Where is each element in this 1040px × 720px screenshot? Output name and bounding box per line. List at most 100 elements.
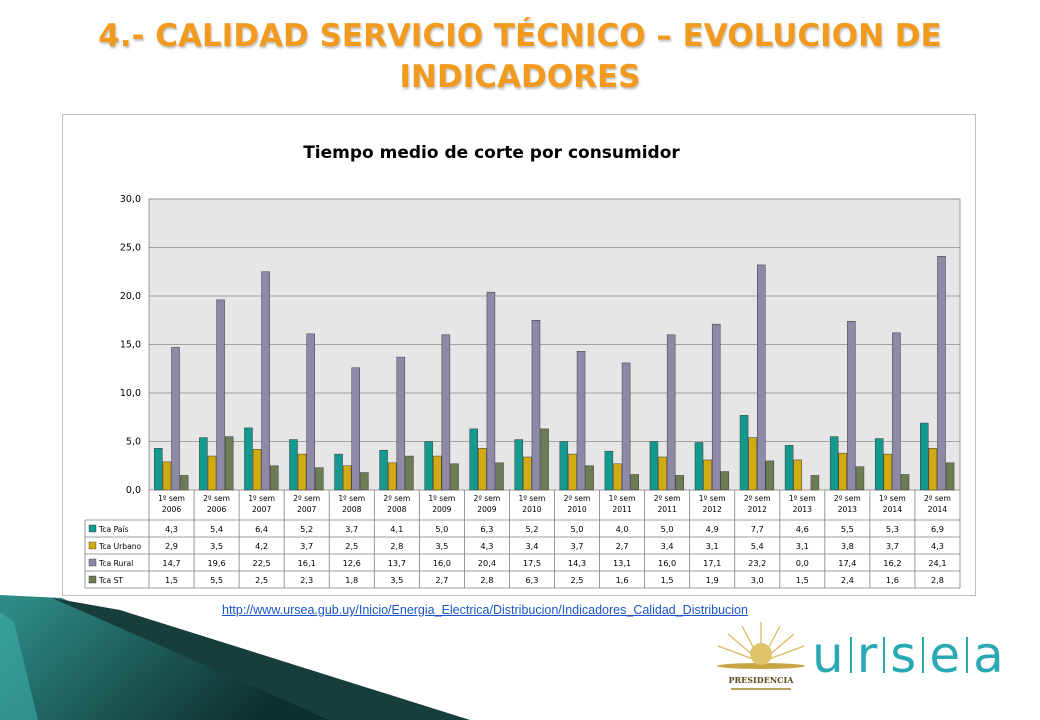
x-tick-label: 2014 — [883, 505, 902, 514]
table-cell: 0,0 — [796, 558, 809, 568]
table-cell: 1,5 — [796, 575, 809, 585]
bar — [784, 445, 794, 491]
chart-frame: Tiempo medio de corte por consumidor 0,0 5… — [62, 114, 976, 596]
table-cell: 4,9 — [706, 524, 719, 534]
table-cell: 5,0 — [571, 524, 584, 534]
table-cell: 2,5 — [255, 575, 268, 585]
table-cell: 23,2 — [748, 558, 766, 568]
table-cell: 5,4 — [751, 541, 764, 551]
table-cell: 3,8 — [841, 541, 854, 551]
table-cell: 12,6 — [343, 558, 361, 568]
table-cell: 13,1 — [613, 558, 631, 568]
legend-label: Tca Rural — [98, 559, 133, 568]
bar — [351, 367, 360, 491]
table-cell: 16,2 — [883, 558, 901, 568]
bar-chart: Tiempo medio de corte por consumidor 0,0 5… — [84, 143, 961, 589]
x-tick-label: 2013 — [838, 505, 857, 514]
bar — [649, 441, 659, 491]
y-tick-label: 10,0 — [120, 388, 141, 399]
bar — [261, 271, 270, 491]
table-cell: 24,1 — [928, 558, 946, 568]
bar — [694, 442, 704, 491]
bar — [469, 428, 478, 491]
bar — [604, 450, 614, 491]
bar — [171, 347, 180, 491]
bar — [523, 456, 532, 491]
table-cell: 3,7 — [571, 541, 584, 551]
x-tick-label: 1º sem — [699, 494, 726, 503]
x-tick-label: 1º sem — [338, 494, 365, 503]
logo-separator — [883, 637, 886, 673]
x-tick-label: 2008 — [387, 505, 406, 514]
table-cell: 2,8 — [390, 541, 403, 551]
bar — [334, 453, 343, 491]
bar — [486, 291, 496, 491]
bar — [342, 465, 352, 491]
table-cell: 2,7 — [435, 575, 448, 585]
table-cell: 1,6 — [616, 575, 629, 585]
y-tick-label: 0,0 — [126, 485, 141, 496]
x-tick-label: 2007 — [297, 505, 316, 514]
bar — [396, 356, 406, 491]
bar — [531, 320, 541, 491]
x-tick-label: 2009 — [477, 505, 496, 514]
bar — [514, 439, 524, 491]
table-cell: 17,1 — [703, 558, 721, 568]
table-cell: 4,3 — [165, 524, 178, 534]
bar — [945, 462, 955, 491]
table-cell: 2,5 — [345, 541, 358, 551]
table-cell: 2,3 — [300, 575, 313, 585]
table-cell: 5,5 — [210, 575, 223, 585]
table-cell: 2,4 — [841, 575, 854, 585]
bar — [757, 264, 766, 491]
logo-letter: a — [973, 626, 1005, 684]
x-tick-label: 2010 — [522, 505, 541, 514]
table-cell: 2,9 — [165, 541, 178, 551]
bar — [478, 448, 487, 491]
table-cell: 4,2 — [255, 541, 268, 551]
bar — [297, 453, 307, 491]
x-tick-label: 2013 — [793, 505, 812, 514]
bar — [793, 459, 802, 491]
x-tick-label: 2º sem — [473, 494, 500, 503]
table-cell: 4,1 — [390, 524, 403, 534]
y-tick-label: 25,0 — [120, 243, 141, 254]
table-cell: 3,4 — [525, 541, 538, 551]
bar — [829, 436, 839, 491]
table-cell: 1,6 — [886, 575, 899, 585]
table-cell: 6,9 — [931, 524, 944, 534]
legend-swatch — [88, 558, 97, 567]
bar — [711, 323, 721, 491]
bar — [883, 453, 893, 491]
x-tick-label: 2007 — [252, 505, 271, 514]
bar — [199, 437, 208, 491]
bar — [405, 455, 414, 491]
x-tick-label: 1º sem — [158, 494, 185, 503]
bar — [892, 332, 901, 491]
bar — [720, 471, 730, 491]
bar — [360, 472, 369, 491]
source-link[interactable]: http://www.ursea.gub.uy/Inicio/Energia_E… — [222, 603, 748, 617]
table-cell: 2,8 — [931, 575, 944, 585]
table-cell: 3,0 — [751, 575, 764, 585]
table-cell: 2,7 — [616, 541, 629, 551]
legend-swatch — [88, 524, 97, 533]
x-tick-label: 2006 — [207, 505, 226, 514]
table-cell: 1,5 — [661, 575, 674, 585]
bar — [216, 299, 225, 491]
table-cell: 3,1 — [796, 541, 809, 551]
bar — [666, 334, 676, 491]
logo-separator — [966, 637, 969, 673]
bar — [585, 465, 594, 491]
table-cell: 5,5 — [841, 524, 854, 534]
table-cell: 17,5 — [523, 558, 541, 568]
table-cell: 6,4 — [255, 524, 268, 534]
bar — [900, 474, 910, 491]
table-cell: 19,6 — [207, 558, 225, 568]
bar — [424, 441, 433, 491]
x-tick-label: 2º sem — [293, 494, 320, 503]
logo-letter: s — [890, 626, 918, 684]
x-tick-label: 2º sem — [834, 494, 861, 503]
table-cell: 4,0 — [616, 524, 629, 534]
y-tick-label: 20,0 — [120, 291, 141, 302]
